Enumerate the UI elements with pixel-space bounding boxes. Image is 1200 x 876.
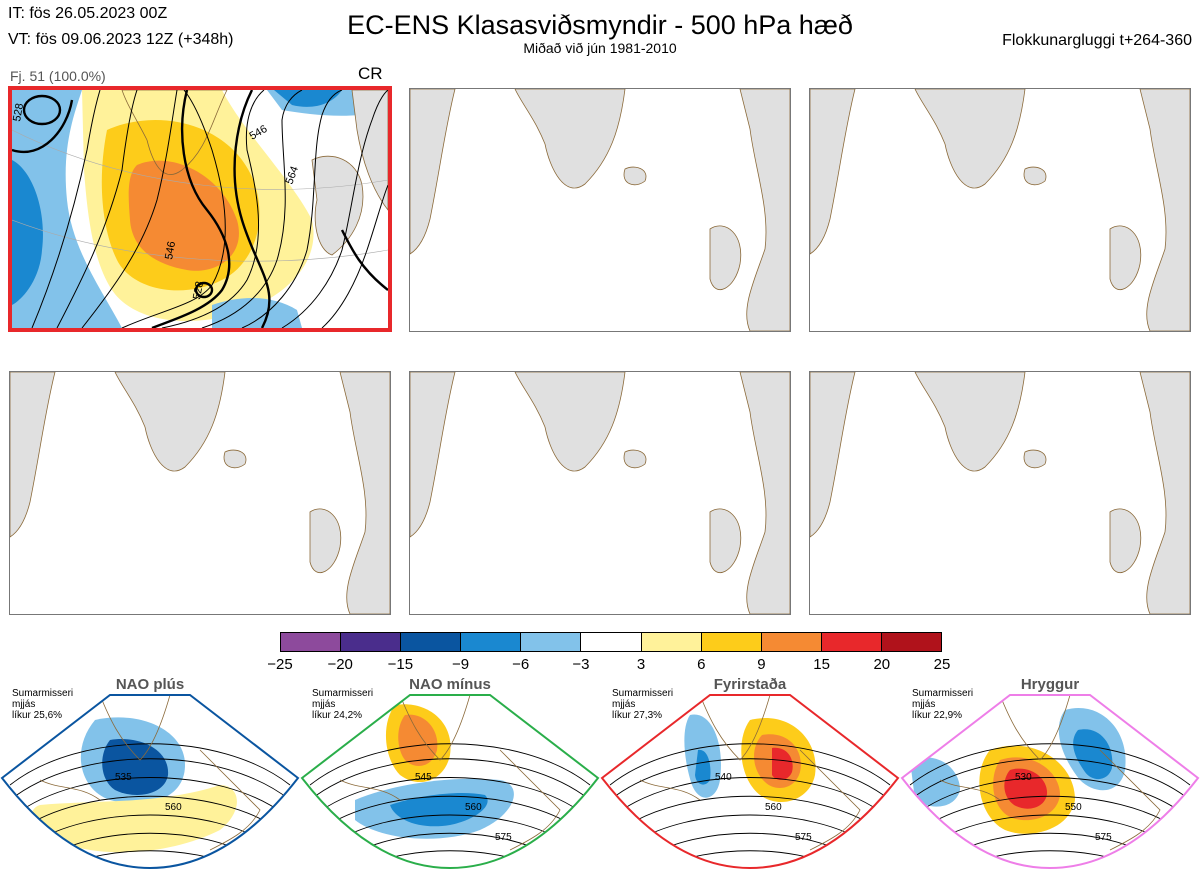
- regime-map[interactable]: 530 550 575: [900, 690, 1200, 871]
- regime-title: NAO plús: [115, 676, 185, 693]
- colorbar-swatch: [881, 633, 942, 651]
- regime-title: Hryggur: [1020, 676, 1080, 693]
- colorbar-swatch: [461, 633, 522, 651]
- colorbar-swatch: [521, 633, 582, 651]
- colorbar-swatch: [761, 633, 822, 651]
- cluster-regime-tag: CR: [358, 64, 383, 83]
- colorbar-tick-label: 3: [636, 656, 646, 673]
- regime-contour-label: 550: [1065, 802, 1082, 813]
- colorbar-swatch: [341, 633, 402, 651]
- contour-label: 528: [12, 102, 26, 122]
- colorbar-swatch: [821, 633, 882, 651]
- contour-label: 564: [284, 165, 302, 186]
- regime-map[interactable]: 535 560: [0, 690, 300, 871]
- regime-metric: mjjás: [912, 699, 936, 710]
- cluster-member-count: Fj. 51 (100.0%): [10, 68, 106, 84]
- colorbar-tick-label: 20: [873, 656, 891, 673]
- colorbar-tick-label: 6: [697, 656, 706, 673]
- colorbar-swatch: [581, 633, 642, 651]
- regime-season: Sumarmisseri: [12, 688, 74, 699]
- colorbar-tick-label: −20: [327, 656, 353, 673]
- contour-label: 546: [248, 123, 270, 143]
- cluster-map-3[interactable]: [809, 88, 1191, 332]
- regime-contour-label: 575: [795, 832, 812, 843]
- colorbar-tick-label: 25: [933, 656, 951, 673]
- regime-contour-label: 560: [765, 802, 782, 813]
- cluster-map-6[interactable]: [809, 371, 1191, 615]
- regime-title: NAO mínus: [409, 676, 491, 693]
- colorbar-tick-label: 9: [757, 656, 766, 673]
- colorbar-tick-label: −25: [267, 656, 293, 673]
- initial-time: IT: fös 26.05.2023 00Z: [8, 5, 168, 22]
- regime-metric: mjjás: [612, 699, 636, 710]
- regime-metric: mjjás: [312, 699, 336, 710]
- regime-season: Sumarmisseri: [312, 688, 374, 699]
- colorbar-tick-label: −6: [512, 656, 530, 673]
- regime-contour-label: 560: [465, 802, 482, 813]
- page-title: EC-ENS Klasasviðsmyndir - 500 hPa hæð: [347, 10, 853, 40]
- colorbar-swatch: [701, 633, 762, 651]
- regime-contour-label: 560: [165, 802, 182, 813]
- cluster-map-4[interactable]: [9, 371, 391, 615]
- colorbar-swatch: [641, 633, 702, 651]
- regime-probability: líkur 22,9%: [912, 710, 963, 721]
- regime-contour-label: 575: [495, 832, 512, 843]
- regime-season: Sumarmisseri: [912, 688, 974, 699]
- page-subtitle: Miðað við jún 1981-2010: [523, 40, 677, 56]
- regime-season: Sumarmisseri: [612, 688, 674, 699]
- regime-map[interactable]: 545 560 575: [300, 690, 600, 871]
- colorbar-tick-label: −15: [387, 656, 414, 673]
- regime-meta: Sumarmisseri mjjás líkur 22,9%: [912, 688, 973, 721]
- colorbar-swatch: [281, 633, 342, 651]
- regime-probability: líkur 27,3%: [612, 710, 663, 721]
- regime-contour-label: 575: [1095, 832, 1112, 843]
- regime-meta: Sumarmisseri mjjás líkur 24,2%: [312, 688, 373, 721]
- classification-window: Flokkunargluggi t+264-360: [1002, 32, 1192, 49]
- colorbar-tick-label: −9: [451, 656, 470, 673]
- regime-contour-label: 530: [1015, 772, 1032, 783]
- regime-probability: líkur 25,6%: [12, 710, 63, 721]
- regime-contour-label: 535: [115, 772, 132, 783]
- regime-probability: líkur 24,2%: [312, 710, 363, 721]
- regime-title: Fyrirstaða: [713, 676, 787, 693]
- regime-contour-label: 540: [715, 772, 732, 783]
- contour-label: 546: [163, 240, 178, 260]
- colorbar-tick-label: −3: [572, 656, 590, 673]
- contour-label: 528: [191, 280, 206, 300]
- cluster-map-2[interactable]: [409, 88, 791, 332]
- regime-metric: mjjás: [12, 699, 36, 710]
- colorbar: [280, 632, 942, 652]
- regime-map[interactable]: 540 560 575: [600, 690, 900, 871]
- regime-meta: Sumarmisseri mjjás líkur 27,3%: [612, 688, 673, 721]
- regime-meta: Sumarmisseri mjjás líkur 25,6%: [12, 688, 73, 721]
- colorbar-swatch: [401, 633, 462, 651]
- colorbar-tick-label: 15: [813, 656, 830, 673]
- cluster-map-1[interactable]: 528 546 546 564 528: [8, 86, 392, 332]
- cluster-map-5[interactable]: [409, 371, 791, 615]
- regime-contour-label: 545: [415, 772, 432, 783]
- valid-time: VT: fös 09.06.2023 12Z (+348h): [8, 31, 234, 48]
